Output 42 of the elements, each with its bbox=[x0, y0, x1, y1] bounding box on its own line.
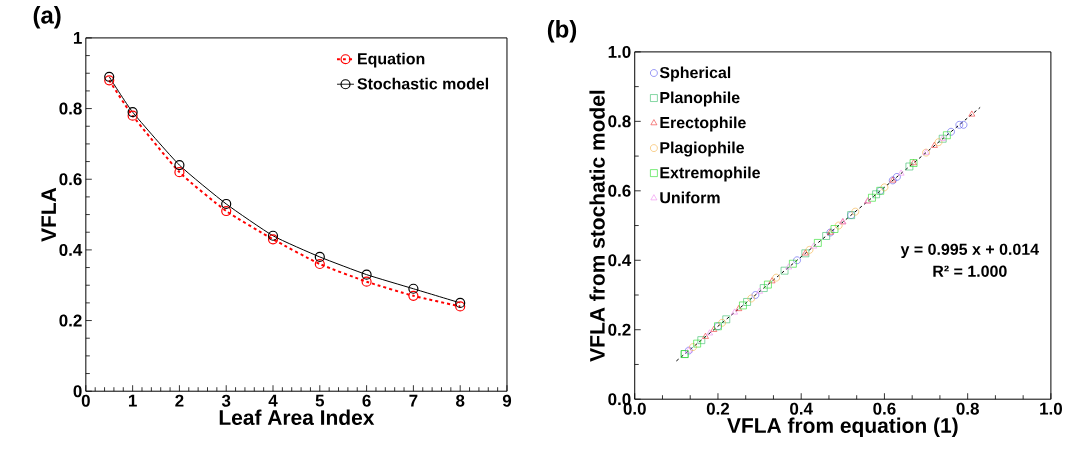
chart-title: (b) bbox=[547, 20, 577, 43]
legend-label: Erectophile bbox=[660, 116, 746, 132]
y-tick-label: 0.6 bbox=[59, 173, 82, 186]
legend-label: Extremophile bbox=[660, 166, 760, 182]
x-tick-label: 0.2 bbox=[706, 402, 730, 415]
x-tick-label: 9 bbox=[502, 394, 512, 407]
y-tick-label: 0.8 bbox=[59, 102, 82, 115]
x-tick-label: 0.8 bbox=[956, 402, 979, 415]
y-axis-title: VFLA from stochatic model bbox=[589, 90, 605, 362]
y-tick-label: 0.2 bbox=[59, 314, 82, 327]
y-axis-title: VFLA bbox=[41, 187, 56, 242]
y-tick-label: 1.0 bbox=[608, 45, 631, 58]
legend-label: Planophile bbox=[660, 91, 740, 107]
x-axis-title: VFLA from equation (1) bbox=[727, 417, 958, 438]
legend-label: Equation bbox=[358, 52, 425, 68]
x-tick-label: 3 bbox=[221, 394, 231, 407]
x-tick-label: 2 bbox=[175, 394, 184, 407]
annotation: y = 0.995 x + 0.014 bbox=[900, 243, 1039, 259]
legend-label: Spherical bbox=[659, 66, 731, 82]
x-tick-label: 4 bbox=[268, 394, 278, 407]
legend-label: Stochastic model bbox=[357, 77, 489, 90]
y-tick-label: 0.4 bbox=[59, 243, 83, 256]
y-tick-label: 0.2 bbox=[608, 323, 631, 336]
y-tick-label: 1 bbox=[73, 32, 82, 44]
y-tick-label: 0.8 bbox=[608, 115, 631, 128]
x-tick-label: 0.4 bbox=[790, 402, 813, 415]
y-tick-label: 0.4 bbox=[608, 254, 632, 267]
x-tick-label: 0 bbox=[81, 394, 90, 407]
x-tick-label: 8 bbox=[456, 394, 465, 407]
y-tick-label: 0 bbox=[73, 385, 82, 398]
x-tick-label: 1.0 bbox=[1040, 402, 1062, 415]
x-tick-label: 7 bbox=[409, 394, 418, 407]
x-tick-label: 0.6 bbox=[873, 402, 896, 415]
chart-title: (a) bbox=[33, 6, 61, 29]
legend-label: Uniform bbox=[660, 191, 720, 204]
x-axis-title: Leaf Area Index bbox=[219, 409, 375, 425]
legend-label: Plagiophile bbox=[660, 141, 745, 157]
x-tick-label: 5 bbox=[315, 394, 325, 407]
x-tick-label: 1 bbox=[128, 394, 137, 407]
annotation: R² = 1.000 bbox=[933, 265, 1007, 277]
x-tick-label: 6 bbox=[362, 394, 371, 407]
y-tick-label: 0.6 bbox=[608, 184, 631, 197]
